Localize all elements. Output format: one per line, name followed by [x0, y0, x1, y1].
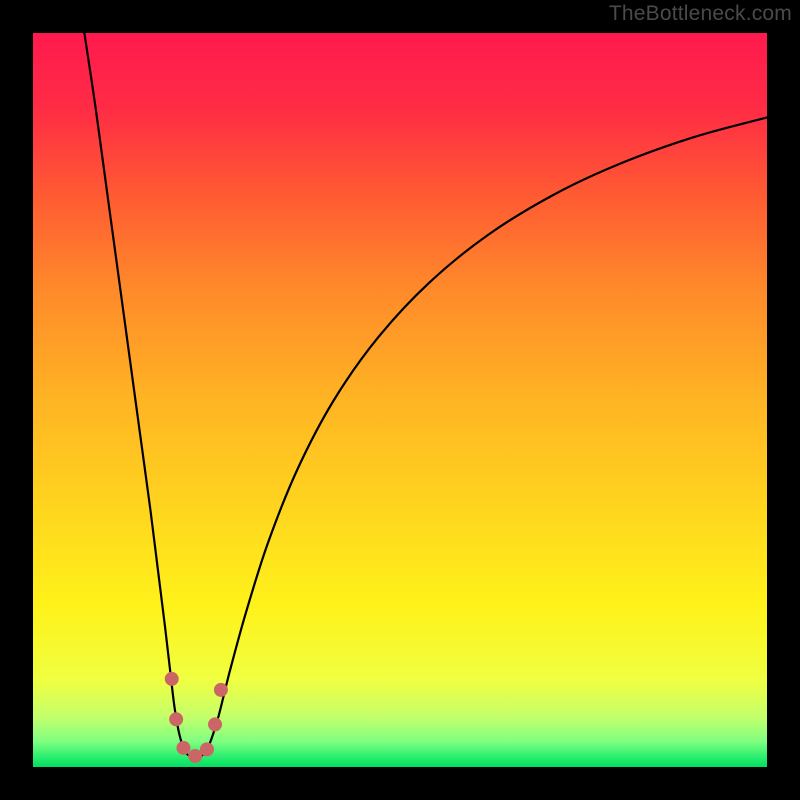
marker-point: [208, 717, 222, 731]
plot-area: [33, 33, 767, 767]
marker-point: [200, 742, 214, 756]
chart-stage: TheBottleneck.com: [0, 0, 800, 800]
marker-point: [169, 712, 183, 726]
watermark-text: TheBottleneck.com: [609, 2, 792, 26]
marker-point: [165, 672, 179, 686]
plot-svg: [33, 33, 767, 767]
marker-point: [176, 741, 190, 755]
marker-point: [214, 683, 228, 697]
bottleneck-curve: [84, 33, 767, 757]
marker-point: [188, 749, 202, 763]
